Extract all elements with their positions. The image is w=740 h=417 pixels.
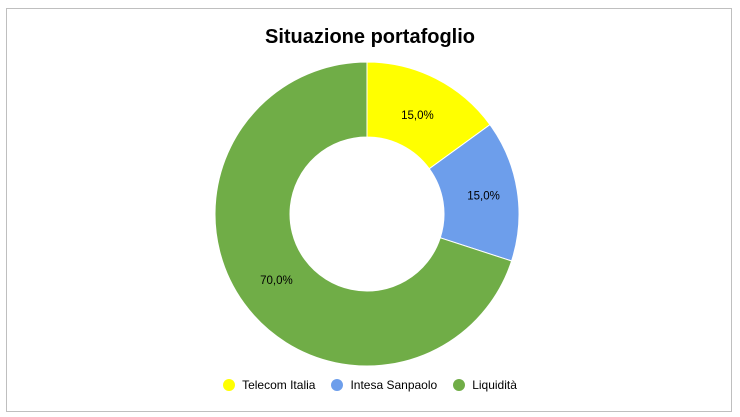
legend: Telecom Italia Intesa Sanpaolo Liquidità [0, 378, 740, 392]
slice-liquidita [214, 61, 513, 367]
data-label-telecom-italia: 15,0% [401, 110, 434, 122]
legend-label-intesa-sanpaolo: Intesa Sanpaolo [350, 378, 438, 392]
legend-item-telecom-italia: Telecom Italia [223, 378, 315, 392]
chart-title: Situazione portafoglio [265, 26, 475, 48]
legend-item-intesa-sanpaolo: Intesa Sanpaolo [331, 378, 437, 392]
legend-swatch-liquidita [453, 379, 466, 391]
legend-label-telecom-italia: Telecom Italia [242, 378, 316, 392]
legend-swatch-telecom-italia [223, 379, 236, 391]
data-label-intesa-sanpaolo: 15,0% [467, 191, 500, 203]
data-label-liquidita: 70,0% [260, 275, 293, 287]
legend-item-liquidita: Liquidità [453, 378, 517, 392]
legend-swatch-intesa-sanpaolo [331, 379, 344, 391]
legend-label-liquidita: Liquidità [472, 378, 517, 392]
